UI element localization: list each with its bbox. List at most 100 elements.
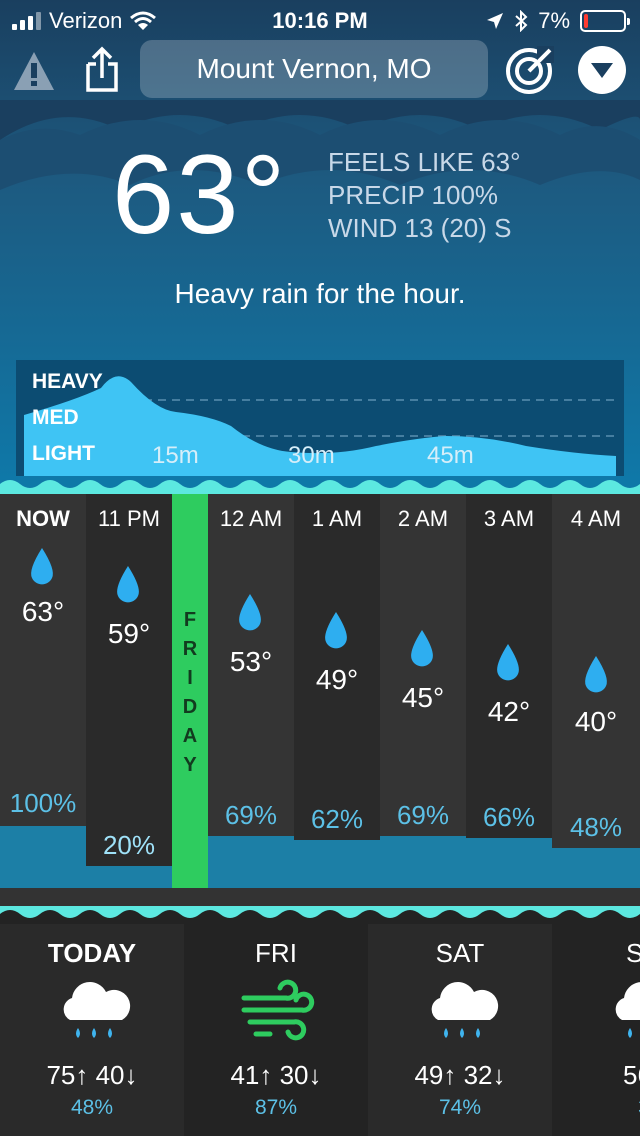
hour-column[interactable]: NOW 63° 100% [0,494,86,908]
wind-speed: WIND 13 (20) S [328,213,512,243]
precip-bar [0,826,86,888]
precip-intensity-chart[interactable]: HEAVY MED LIGHT 15m 30m 45m [16,360,624,478]
hour-precip: 69% [396,800,450,830]
hour-column[interactable]: 1 AM 49° 62% [294,494,380,908]
precip-chance: PRECIP 100% [328,180,499,210]
wind-icon [241,979,315,1041]
battery-percent: 7% [538,8,570,33]
bluetooth-icon [515,10,528,32]
day-column[interactable]: SAT 49↑ 32↓ 74% [368,924,552,1136]
hour-precip: 66% [482,802,536,832]
precip-bar [380,836,466,888]
hour-temp: 49° [315,664,359,695]
wifi-icon [130,11,157,30]
day-precip: 87% [254,1096,298,1119]
feels-like: FEELS LIKE 63° [328,147,521,177]
signal-icon [12,12,41,30]
level-light: LIGHT [32,442,95,465]
rain-drop-icon [325,612,347,649]
day-name: SAT [435,938,485,968]
hour-label: 3 AM [483,506,535,531]
hour-temp: 45° [401,682,445,713]
day-column[interactable]: SU 56↑ 3 [552,924,640,1136]
precip-bar [86,866,172,888]
cloud-background [0,100,640,190]
tick-30m: 30m [288,442,335,469]
hour-column[interactable]: 11 PM 59° 20% [86,494,172,908]
rain-drop-icon [411,630,433,667]
day-name: SU [625,938,640,968]
day-column[interactable]: TODAY 75↑ 40↓ 48% [0,924,184,1136]
share-icon[interactable] [80,46,124,94]
hour-column[interactable]: 4 AM 40° 48% [552,494,640,908]
level-heavy: HEAVY [32,370,103,393]
rain-drop-icon [117,566,139,603]
day-name: FRI [255,938,297,968]
hour-label: 12 AM [219,506,283,531]
day-precip: 74% [438,1096,482,1119]
hour-temp: 63° [21,596,65,627]
day-precip: 3 [552,1096,640,1120]
rain-cloud-icon [63,982,131,1038]
hour-column[interactable]: 2 AM 45° 69% [380,494,466,908]
precip-bar [552,848,640,888]
day-precip: 48% [70,1096,114,1119]
hour-precip: 62% [310,804,364,834]
current-temperature: 63° [112,132,288,257]
precip-bar [466,838,552,888]
current-details: FEELS LIKE 63° PRECIP 100% WIND 13 (20) … [328,146,521,245]
hour-precip: 48% [569,812,623,842]
rain-drop-icon [239,594,261,631]
hour-column[interactable]: 3 AM 42° 66% [466,494,552,908]
hour-precip: 69% [224,800,278,830]
hour-label: NOW [16,506,70,531]
radar-icon[interactable] [504,46,554,96]
day-column[interactable]: FRI 41↑ 30↓ 87% [184,924,368,1136]
day-hi-lo: 75↑ 40↓ [46,1060,138,1090]
menu-dropdown-icon[interactable] [578,46,626,94]
rain-drop-icon [585,656,607,693]
carrier-label: Verizon [49,8,123,33]
rain-cloud-icon [431,982,499,1038]
day-hi-lo: 56↑ [623,1060,640,1090]
tick-45m: 45m [427,442,474,469]
toolbar: Mount Vernon, MO [0,40,640,100]
hour-temp: 40° [574,706,618,737]
current-conditions-header: Verizon 10:16 PM 7% [0,0,640,480]
rain-drop-icon [31,548,53,585]
hour-summary: Heavy rain for the hour. [174,278,466,309]
day-hi-lo: 49↑ 32↓ [414,1060,506,1090]
hour-label: 4 AM [570,506,622,531]
alert-icon[interactable] [12,50,56,92]
precip-area [24,376,616,478]
hour-temp: 53° [229,646,273,677]
precip-bar [208,836,294,888]
rain-drop-icon [497,644,519,681]
status-time: 10:16 PM [272,8,368,33]
precip-bar [294,840,380,888]
hour-label: 2 AM [397,506,449,531]
status-bar: Verizon 10:16 PM 7% [0,0,640,40]
rain-cloud-icon [615,982,640,1038]
wave-divider-top [0,476,640,494]
hour-precip: 100% [9,788,77,818]
hourly-floor [0,888,640,908]
battery-icon [580,10,630,32]
wave-divider-bottom [0,906,640,924]
level-med: MED [32,406,79,429]
hour-label: 1 AM [311,506,363,531]
hour-column[interactable]: 12 AM 53° 69% [208,494,294,908]
hour-temp: 42° [487,696,531,727]
day-hi-lo: 41↑ 30↓ [230,1060,322,1090]
hour-label: 11 PM [98,506,160,531]
daily-forecast[interactable]: TODAY 75↑ 40↓ 48% FRI 41↑ 30↓ 87% SAT 49 [0,924,640,1136]
day-name: TODAY [47,938,137,968]
tick-15m: 15m [152,442,199,469]
hour-temp: 59° [107,618,151,649]
location-arrow-icon [487,13,504,29]
hour-precip: 20% [102,830,156,860]
location-selector[interactable]: Mount Vernon, MO [140,40,488,98]
